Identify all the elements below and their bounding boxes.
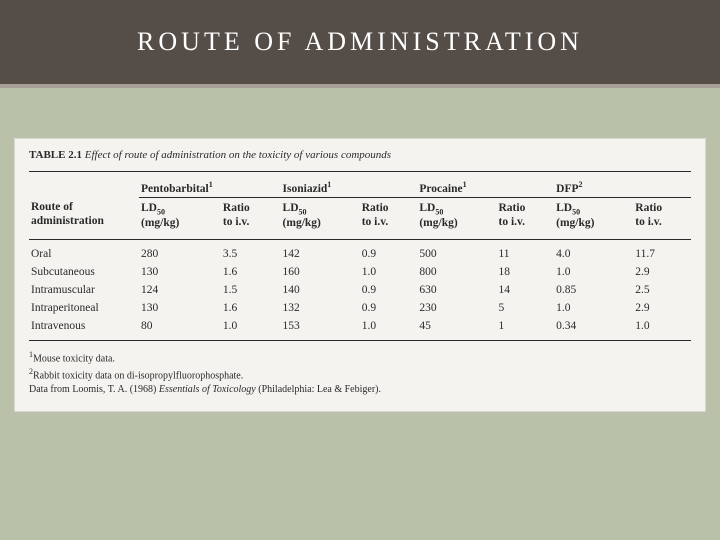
footnote-2: 2Rabbit toxicity data on di-isopropylflu… xyxy=(29,366,691,383)
toxicity-table: Pentobarbital1 Isoniazid1 Procaine1 DFP2… xyxy=(29,171,691,341)
table-panel: TABLE 2.1 Effect of route of administrat… xyxy=(14,138,706,412)
cell: 1.6 xyxy=(221,263,281,281)
row-label: Intramuscular xyxy=(29,281,139,299)
footnote-1: 1Mouse toxicity data. xyxy=(29,349,691,366)
subheader-ld: LD50(mg/kg) xyxy=(554,197,633,239)
cell: 0.9 xyxy=(360,299,418,317)
cell: 1.0 xyxy=(554,263,633,281)
cell: 153 xyxy=(281,317,360,341)
cell: 800 xyxy=(417,263,496,281)
cell: 80 xyxy=(139,317,221,341)
caption-label: TABLE 2.1 xyxy=(29,149,82,161)
cell: 11.7 xyxy=(633,239,691,263)
row-label: Subcutaneous xyxy=(29,263,139,281)
subheader-ld: LD50(mg/kg) xyxy=(281,197,360,239)
subheader-ratio: Ratioto i.v. xyxy=(633,197,691,239)
cell: 4.0 xyxy=(554,239,633,263)
cell: 1.0 xyxy=(360,317,418,341)
cell: 0.9 xyxy=(360,281,418,299)
table-caption: TABLE 2.1 Effect of route of administrat… xyxy=(29,149,691,161)
row-label: Oral xyxy=(29,239,139,263)
row-header-label: Route of administration xyxy=(29,197,139,239)
cell: 1.5 xyxy=(221,281,281,299)
cell: 0.85 xyxy=(554,281,633,299)
header-bar: ROUTE OF ADMINISTRATION xyxy=(0,0,720,88)
cell: 2.9 xyxy=(633,299,691,317)
cell: 14 xyxy=(496,281,554,299)
cell: 280 xyxy=(139,239,221,263)
subheader-ld: LD50(mg/kg) xyxy=(417,197,496,239)
table-row: Intraperitoneal 130 1.6 132 0.9 230 5 1.… xyxy=(29,299,691,317)
cell: 2.9 xyxy=(633,263,691,281)
cell: 11 xyxy=(496,239,554,263)
cell: 130 xyxy=(139,263,221,281)
compound-header: Pentobarbital1 xyxy=(139,172,281,198)
cell: 160 xyxy=(281,263,360,281)
compound-header: DFP2 xyxy=(554,172,691,198)
subheader-ratio: Ratioto i.v. xyxy=(360,197,418,239)
cell: 1.6 xyxy=(221,299,281,317)
cell: 1.0 xyxy=(360,263,418,281)
page-title: ROUTE OF ADMINISTRATION xyxy=(137,27,583,57)
table-row: Oral 280 3.5 142 0.9 500 11 4.0 11.7 xyxy=(29,239,691,263)
footnote-source: Data from Loomis, T. A. (1968) Essential… xyxy=(29,383,691,397)
compound-header: Isoniazid1 xyxy=(281,172,418,198)
cell: 2.5 xyxy=(633,281,691,299)
cell: 1 xyxy=(496,317,554,341)
cell: 18 xyxy=(496,263,554,281)
compound-header: Procaine1 xyxy=(417,172,554,198)
cell: 142 xyxy=(281,239,360,263)
cell: 630 xyxy=(417,281,496,299)
row-label: Intravenous xyxy=(29,317,139,341)
table-body: Oral 280 3.5 142 0.9 500 11 4.0 11.7 Sub… xyxy=(29,239,691,340)
cell: 0.34 xyxy=(554,317,633,341)
cell: 0.9 xyxy=(360,239,418,263)
table-header-row-compounds: Pentobarbital1 Isoniazid1 Procaine1 DFP2 xyxy=(29,172,691,198)
cell: 3.5 xyxy=(221,239,281,263)
cell: 45 xyxy=(417,317,496,341)
row-label: Intraperitoneal xyxy=(29,299,139,317)
cell: 500 xyxy=(417,239,496,263)
cell: 140 xyxy=(281,281,360,299)
table-header-row-sub: Route of administration LD50(mg/kg) Rati… xyxy=(29,197,691,239)
subheader-ratio: Ratioto i.v. xyxy=(221,197,281,239)
cell: 132 xyxy=(281,299,360,317)
subheader-ld: LD50(mg/kg) xyxy=(139,197,221,239)
subheader-ratio: Ratioto i.v. xyxy=(496,197,554,239)
footnotes: 1Mouse toxicity data. 2Rabbit toxicity d… xyxy=(29,349,691,398)
cell: 130 xyxy=(139,299,221,317)
cell: 1.0 xyxy=(221,317,281,341)
cell: 1.0 xyxy=(554,299,633,317)
cell: 124 xyxy=(139,281,221,299)
table-row: Subcutaneous 130 1.6 160 1.0 800 18 1.0 … xyxy=(29,263,691,281)
table-row: Intravenous 80 1.0 153 1.0 45 1 0.34 1.0 xyxy=(29,317,691,341)
cell: 230 xyxy=(417,299,496,317)
header-empty xyxy=(29,172,139,198)
cell: 5 xyxy=(496,299,554,317)
caption-text: Effect of route of administration on the… xyxy=(85,149,391,161)
cell: 1.0 xyxy=(633,317,691,341)
table-row: Intramuscular 124 1.5 140 0.9 630 14 0.8… xyxy=(29,281,691,299)
